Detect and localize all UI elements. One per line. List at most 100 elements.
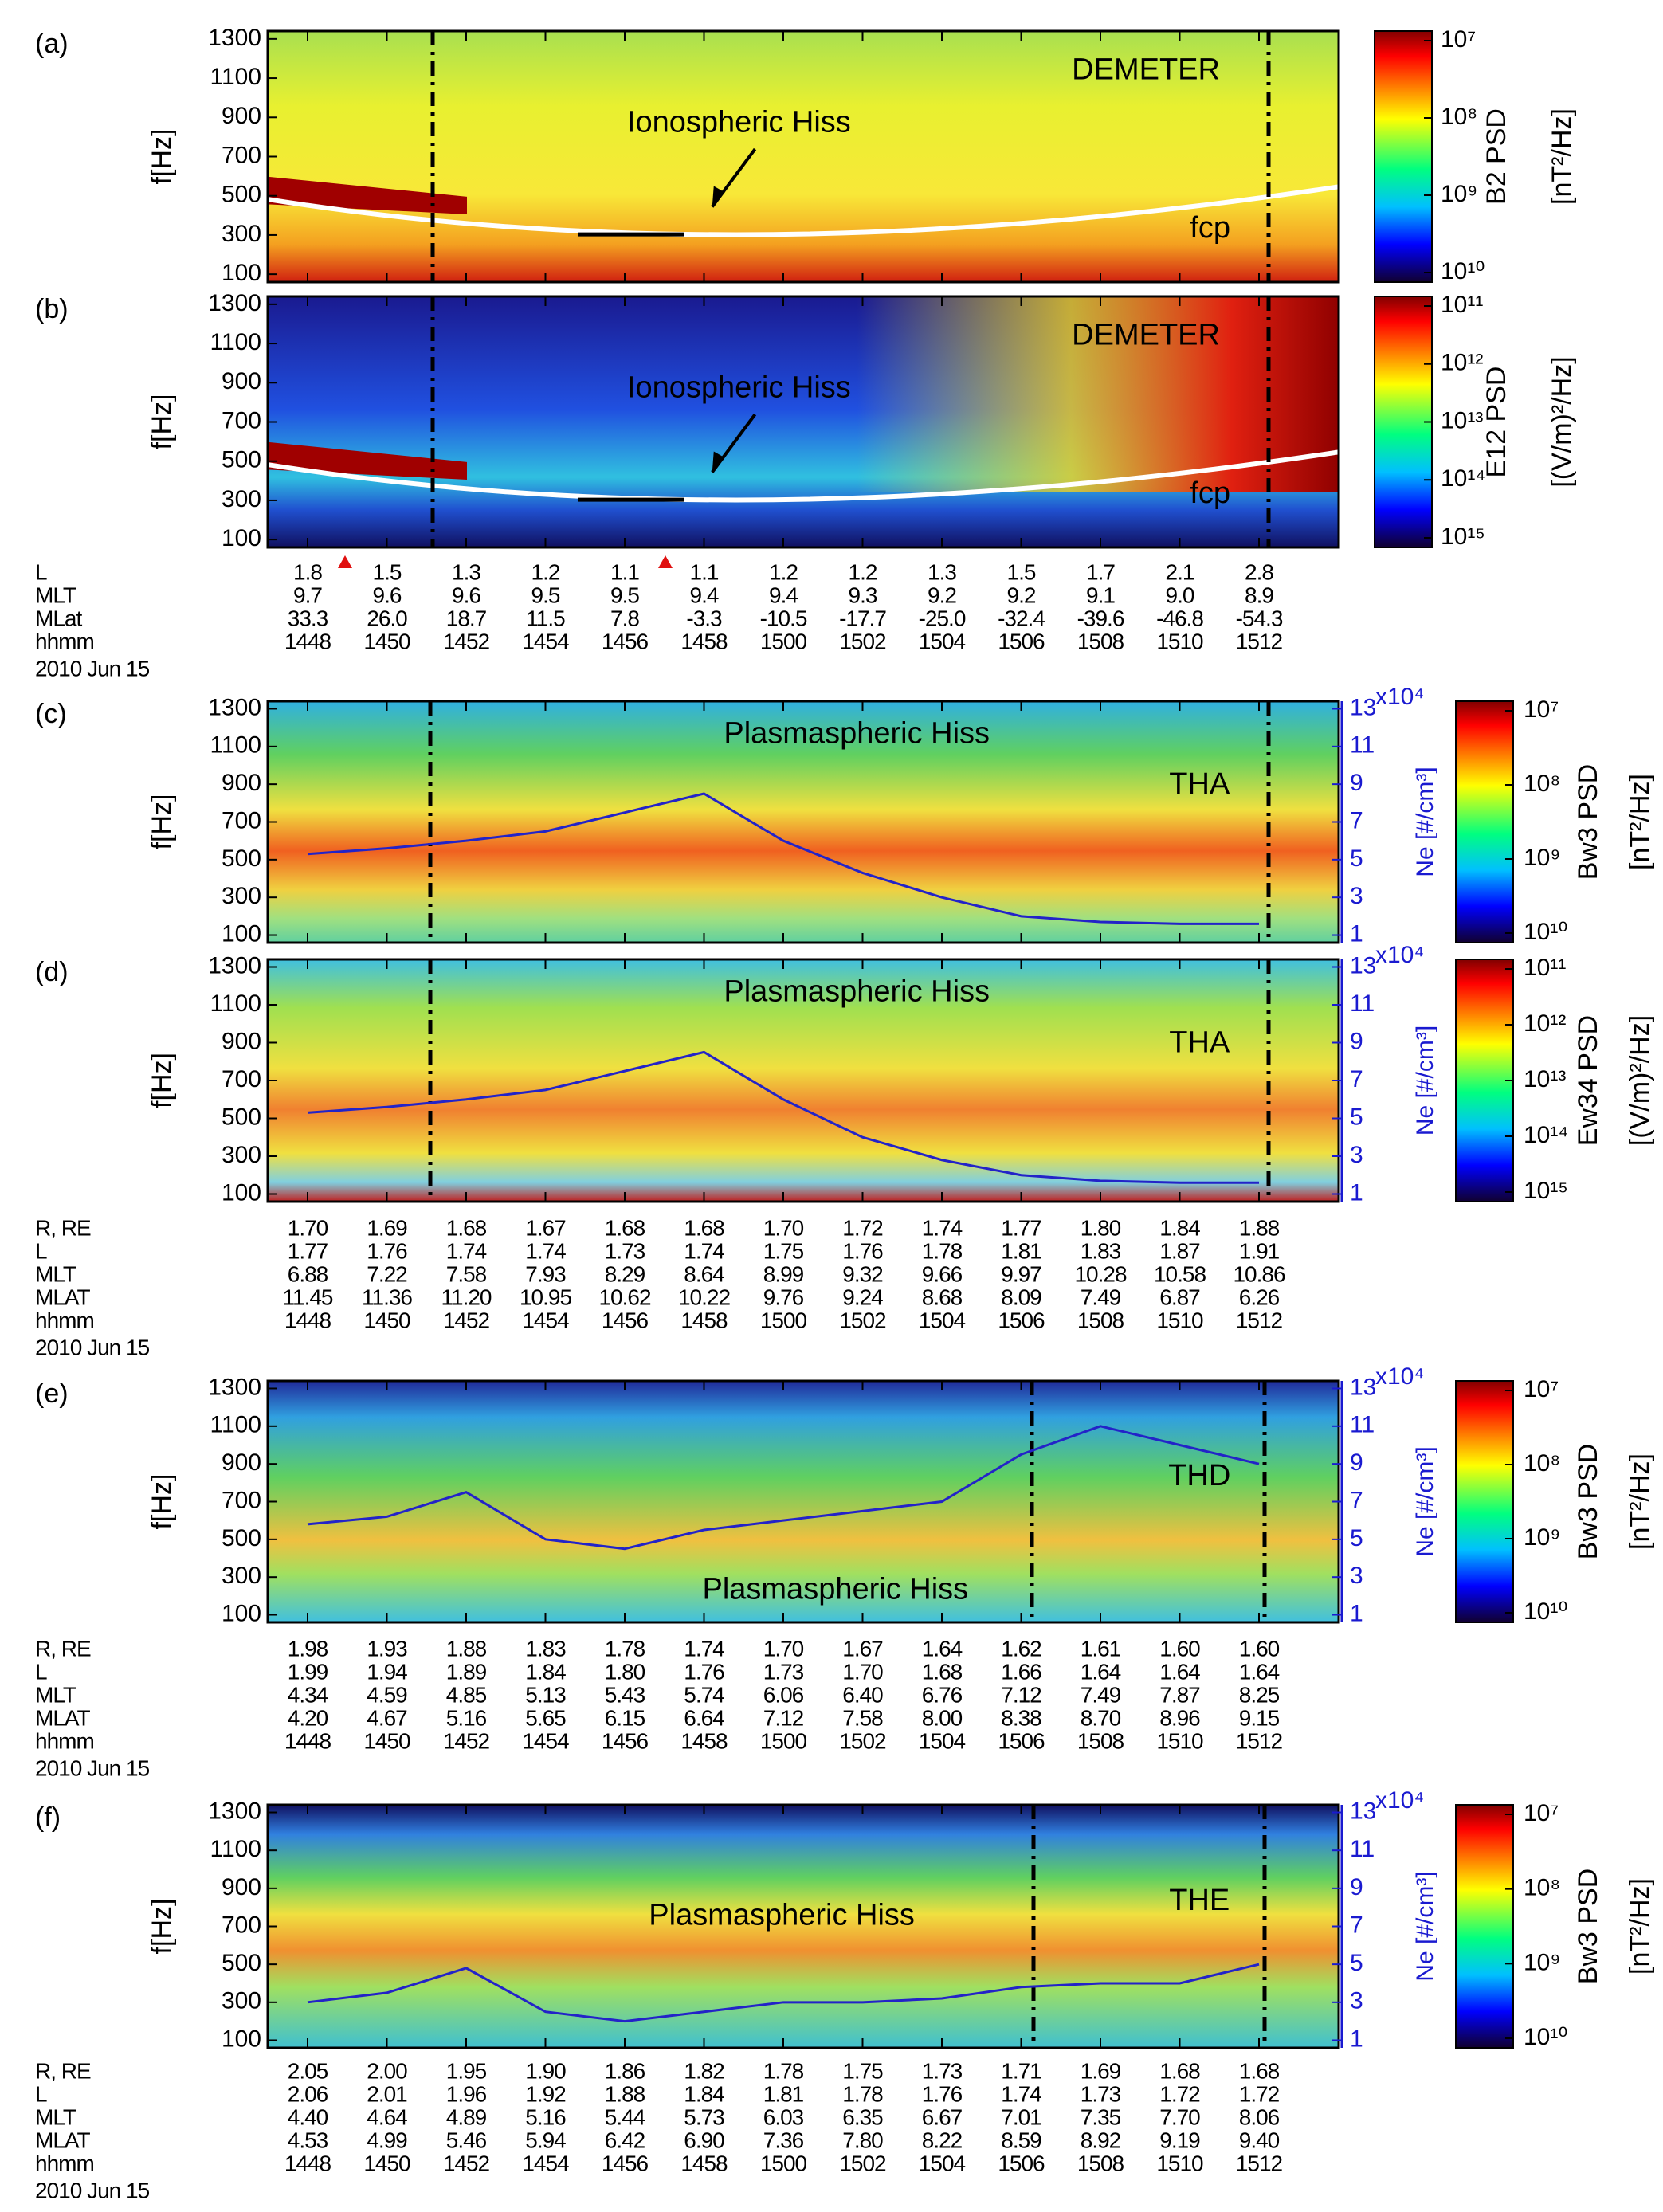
- y-tick-label: 300: [222, 486, 261, 512]
- y2-tick-label: 13: [1350, 952, 1376, 979]
- orbit-value: 11.5: [526, 606, 565, 630]
- y-tick-label: 1100: [210, 732, 261, 759]
- colorbar-unit: [nT²/Hz]: [1625, 774, 1655, 870]
- colorbar-tick-label: 10¹³: [1441, 407, 1483, 433]
- y2-axis-label: Ne [#/cm³]: [1412, 1871, 1438, 1981]
- orbit-value: 9.2: [928, 582, 956, 607]
- orbit-value: 1456: [602, 1728, 649, 1753]
- y-tick-label: 500: [222, 447, 261, 473]
- orbit-value: 10.28: [1074, 1261, 1126, 1286]
- orbit-row-label: hhmm: [35, 1308, 94, 1332]
- orbit-value: 9.15: [1239, 1705, 1280, 1730]
- orbit-value: 1504: [919, 2151, 966, 2175]
- y-tick-label: 100: [222, 1179, 261, 1206]
- y-tick-label: 300: [222, 883, 261, 909]
- orbit-value: 10.95: [520, 1284, 571, 1309]
- orbit-value: -54.3: [1236, 606, 1283, 630]
- colorbar-unit: [nT²/Hz]: [1547, 108, 1577, 205]
- orbit-value: 2.06: [288, 2081, 328, 2106]
- orbit-row-label: MLAT: [35, 1284, 90, 1309]
- y-tick-label: 500: [222, 1950, 261, 1976]
- colorbar-label: E12 PSD: [1481, 367, 1512, 478]
- orbit-value: 11.20: [441, 1284, 492, 1309]
- orbit-value: 1.64: [1081, 1659, 1121, 1684]
- orbit-value: 8.00: [922, 1705, 963, 1730]
- annotation: THA: [1169, 1026, 1230, 1059]
- annotation: fcp: [1190, 211, 1230, 245]
- orbit-value: 5.13: [525, 1682, 566, 1707]
- orbit-value: 1512: [1236, 1308, 1283, 1332]
- colorbar-tick-label: 10⁷: [1524, 1800, 1559, 1826]
- orbit-value: 9.7: [293, 582, 322, 607]
- orbit-value: 1.76: [922, 2081, 963, 2106]
- orbit-value: 1.92: [525, 2081, 566, 2106]
- orbit-value: 1458: [680, 1728, 728, 1753]
- orbit-value: 1.76: [367, 1238, 407, 1263]
- y-tick-label: 1100: [210, 1836, 261, 1862]
- orbit-value: 18.7: [446, 606, 487, 630]
- orbit-value: 1.73: [763, 1659, 804, 1684]
- y2-tick-label: 1: [1350, 1179, 1363, 1206]
- orbit-row-label: R, RE: [35, 1636, 91, 1661]
- orbit-value: 1506: [998, 1728, 1045, 1753]
- annotation: Ionospheric Hiss: [627, 106, 851, 139]
- orbit-value: 1.75: [763, 1238, 804, 1263]
- colorbar: [1455, 1804, 1514, 2049]
- fcp-curve: [267, 184, 1339, 237]
- orbit-value: 4.53: [288, 2128, 328, 2152]
- orbit-value: 1.84: [684, 2081, 724, 2106]
- orbit-value: 5.46: [446, 2128, 487, 2152]
- orbit-value: 1448: [284, 629, 331, 653]
- y2-tick-label: 9: [1350, 1028, 1363, 1054]
- orbit-value: 5.74: [684, 1682, 724, 1707]
- y-tick-label: 1100: [210, 990, 261, 1017]
- colorbar-tick-label: 10¹⁴: [1441, 465, 1485, 492]
- y-tick-label: 500: [222, 845, 261, 872]
- orbit-value: 7.58: [446, 1261, 487, 1286]
- orbit-value: 8.96: [1159, 1705, 1200, 1730]
- orbit-value: 5.44: [605, 2104, 645, 2129]
- orbit-value: 1500: [760, 1308, 807, 1332]
- colorbar-tick-label: 10¹¹: [1441, 292, 1483, 318]
- orbit-value: 1502: [839, 629, 886, 653]
- orbit-value: 1.60: [1239, 1636, 1280, 1661]
- orbit-value: 33.3: [288, 606, 328, 630]
- orbit-value: 1.72: [1239, 2081, 1280, 2106]
- orbit-value: 1.78: [922, 1238, 963, 1263]
- spectrogram: [268, 1805, 1339, 2048]
- annotation: Plasmaspheric Hiss: [724, 975, 990, 1009]
- y-tick-label: 300: [222, 221, 261, 247]
- y2-multiplier: x10⁴: [1375, 942, 1424, 968]
- orbit-value: 1.2: [769, 559, 798, 584]
- orbit-value: -3.3: [686, 606, 722, 630]
- y2-tick-label: 11: [1350, 990, 1375, 1017]
- orbit-value: 1452: [443, 2151, 490, 2175]
- orbit-value: 8.68: [922, 1284, 963, 1309]
- orbit-value: 1506: [998, 1308, 1045, 1332]
- y-tick-label: 1300: [208, 25, 261, 51]
- ne-line: [307, 1050, 1259, 1184]
- orbit-value: 8.59: [1001, 2128, 1041, 2152]
- orbit-value: 1.68: [684, 1215, 724, 1240]
- orbit-value: 10.58: [1154, 1261, 1206, 1286]
- orbit-value: 1.74: [525, 1238, 566, 1263]
- colorbar-tick-label: 10⁹: [1524, 1524, 1560, 1551]
- orbit-value: 7.49: [1081, 1284, 1121, 1309]
- y2-tick-label: 3: [1350, 1988, 1363, 2014]
- orbit-value: 1.71: [1001, 2058, 1041, 2083]
- y2-tick-label: 1: [1350, 920, 1363, 947]
- orbit-value: 1.96: [446, 2081, 487, 2106]
- orbit-row-label: L: [35, 559, 47, 584]
- orbit-value: 7.8: [610, 606, 639, 630]
- orbit-value: 1454: [522, 1308, 569, 1332]
- orbit-row-label: hhmm: [35, 2151, 94, 2175]
- y-tick-label: 900: [222, 770, 261, 796]
- orbit-value: 1.64: [922, 1636, 963, 1661]
- orbit-value: 1.91: [1239, 1238, 1280, 1263]
- orbit-value: 4.99: [367, 2128, 407, 2152]
- y-tick-label: 100: [222, 260, 261, 286]
- orbit-value: 1.78: [842, 2081, 883, 2106]
- y-tick-label: 300: [222, 1563, 261, 1589]
- orbit-value: 1454: [522, 2151, 569, 2175]
- y-tick-label: 1300: [208, 1798, 261, 1824]
